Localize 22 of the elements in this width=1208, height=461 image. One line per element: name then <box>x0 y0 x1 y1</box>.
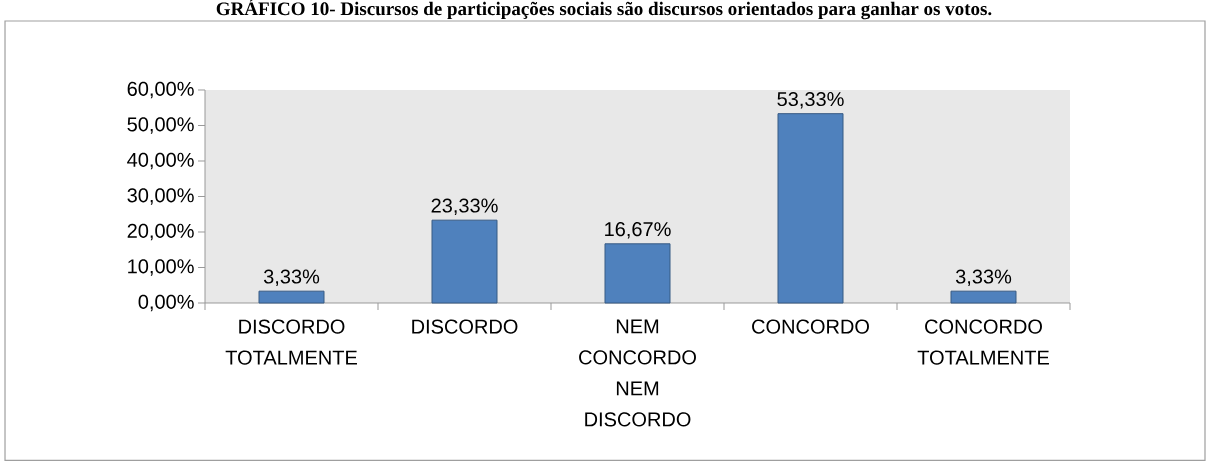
y-tick-label: 10,00% <box>128 259 194 276</box>
bar <box>777 113 844 304</box>
y-tick-label: 0,00% <box>138 294 194 312</box>
x-tick-label: DISCORDO TOTALMENTE <box>225 319 357 365</box>
bar <box>431 219 498 304</box>
data-label: 23,33% <box>431 198 498 215</box>
y-tick-label: 20,00% <box>127 223 194 241</box>
x-tick-label: NEM CONCORDO NEM DISCORDO <box>579 319 696 427</box>
data-label: 16,67% <box>605 222 671 239</box>
data-label: 53,33% <box>777 91 844 109</box>
x-tick-label: CONCORDO <box>752 319 869 334</box>
bar <box>258 290 325 304</box>
y-tick-label: 60,00% <box>127 81 194 99</box>
x-tick-label: CONCORDO TOTALMENTE <box>917 319 1049 365</box>
data-label: 3,33% <box>955 269 1012 286</box>
x-tick-label: DISCORDO <box>412 319 518 334</box>
bar <box>950 290 1017 304</box>
data-label: 3,33% <box>263 269 320 286</box>
y-tick-label: 50,00% <box>127 117 194 134</box>
y-tick-label: 40,00% <box>127 152 194 170</box>
y-tick-label: 30,00% <box>127 188 194 205</box>
bar <box>604 243 671 304</box>
